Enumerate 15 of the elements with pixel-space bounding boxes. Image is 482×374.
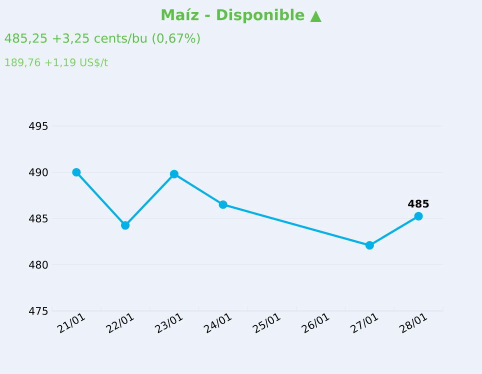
point (121, 221, 130, 230)
point (170, 170, 178, 178)
chart-subtitle: 485,25 +3,25 cents/bu (0,67%) (4, 33, 200, 44)
y-tick-label: 490 (29, 168, 48, 176)
point (414, 212, 423, 220)
y-tick-label: 475 (29, 307, 48, 315)
point (365, 241, 374, 250)
point (72, 168, 81, 177)
data-label: 485 (408, 200, 429, 208)
text: 189,76 +1,19 US$/t (5, 58, 108, 68)
y-tick-label: 485 (29, 214, 48, 222)
y-tick-label: 495 (29, 122, 48, 130)
y-tick-label: 480 (29, 260, 48, 269)
point (218, 200, 228, 209)
chart-title: Maíz - Disponible ▲ (162, 8, 322, 24)
